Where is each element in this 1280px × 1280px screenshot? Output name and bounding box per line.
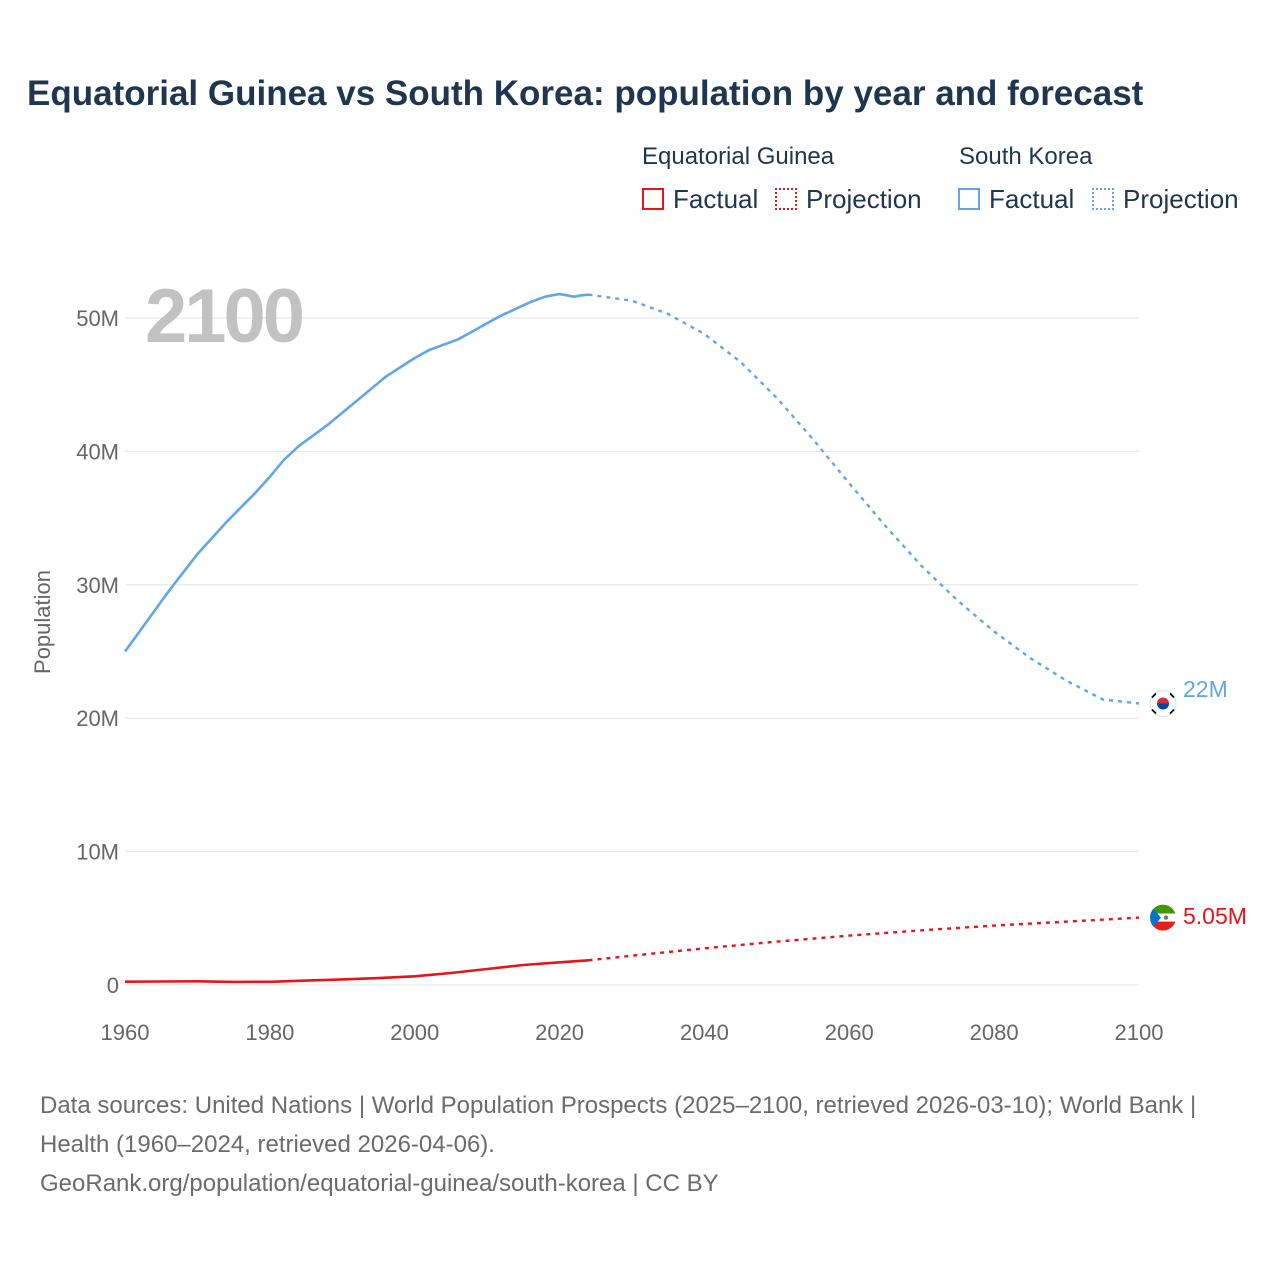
y-tick-label: 20M (76, 706, 119, 731)
x-tick-label: 2020 (535, 1020, 584, 1045)
x-tick-label: 2060 (825, 1020, 874, 1045)
south-korea-flag-icon (1149, 690, 1177, 717)
legend-swatch-solid (958, 188, 980, 210)
footer: Data sources: United Nations | World Pop… (40, 1086, 1230, 1203)
legend-label: Projection (806, 183, 922, 214)
population-line-chart: 2100 Population 0 10M 20M 30M 40M 50M 1960 198… (30, 274, 1247, 1045)
x-tick-label: 2000 (390, 1020, 439, 1045)
x-axis-ticks: 1960 1980 2000 2020 2040 2060 2080 2100 (101, 1020, 1164, 1045)
legend-group-south-korea: South Korea (959, 143, 1093, 170)
y-tick-label: 50M (76, 306, 119, 331)
legend-item-south-korea-factual[interactable]: Factual (958, 184, 1074, 214)
attribution: GeoRank.org/population/equatorial-guinea… (40, 1170, 719, 1197)
legend-label: Factual (989, 183, 1075, 214)
equatorial-guinea-flag-icon (1150, 904, 1176, 931)
y-axis-ticks: 0 10M 20M 30M 40M 50M (76, 306, 119, 998)
legend-label: Projection (1123, 183, 1239, 214)
y-tick-label: 0 (107, 973, 119, 998)
legend-swatch-solid (642, 188, 664, 210)
south-korea-end-value: 22M (1183, 676, 1228, 702)
legend-item-eq-guinea-factual[interactable]: Factual (642, 184, 758, 214)
chart-title: Equatorial Guinea vs South Korea: popula… (27, 74, 1144, 113)
legend-item-south-korea-projection[interactable]: Projection (1092, 184, 1239, 214)
x-tick-label: 2100 (1115, 1020, 1164, 1045)
south-korea-projection-line (588, 293, 1140, 705)
x-tick-label: 2040 (680, 1020, 729, 1045)
legend-group-equatorial-guinea: Equatorial Guinea (642, 143, 835, 170)
legend-item-eq-guinea-projection[interactable]: Projection (775, 184, 922, 214)
y-tick-label: 30M (76, 573, 119, 598)
equatorial-guinea-factual-line (124, 959, 589, 984)
equatorial-guinea-projection-line (588, 916, 1140, 962)
year-watermark: 2100 (145, 274, 303, 359)
legend-label: Factual (673, 183, 759, 214)
x-tick-label: 2080 (970, 1020, 1019, 1045)
legend-swatch-dotted (1092, 188, 1114, 210)
south-korea-factual-line (123, 292, 589, 653)
data-sources: Data sources: United Nations | World Pop… (40, 1092, 1197, 1158)
grid-lines (125, 317, 1139, 986)
x-tick-label: 1980 (245, 1020, 294, 1045)
end-markers (1149, 690, 1177, 931)
legend-swatch-dotted (775, 188, 797, 210)
series-lines (123, 292, 1140, 984)
y-tick-label: 10M (76, 840, 119, 865)
x-tick-label: 1960 (101, 1020, 150, 1045)
y-axis-label: Population (30, 570, 55, 674)
equatorial-guinea-end-value: 5.05M (1183, 903, 1247, 929)
y-tick-label: 40M (76, 439, 119, 464)
